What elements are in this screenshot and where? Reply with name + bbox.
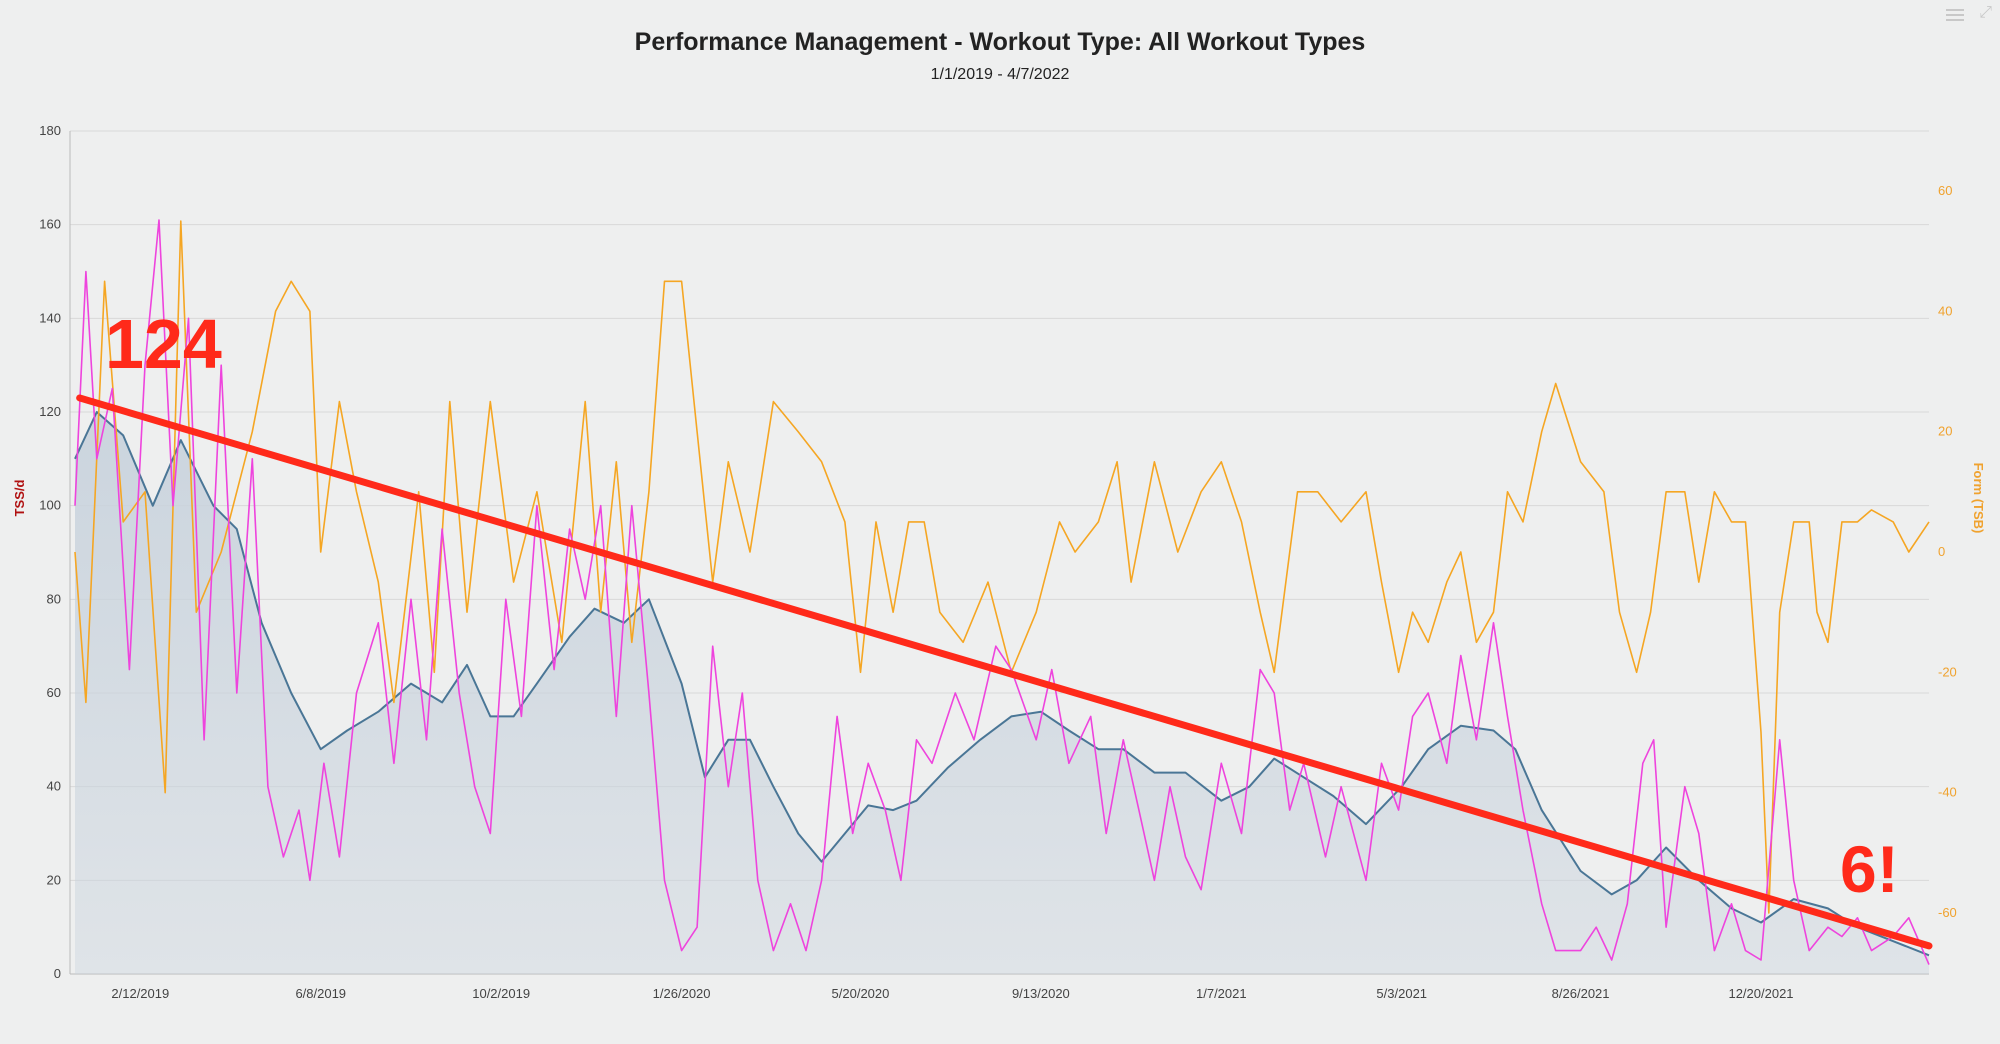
x-tick-label: 1/26/2020 xyxy=(653,986,711,1001)
y2-tick-label: -60 xyxy=(1938,905,1957,920)
chart-subtitle: 1/1/2019 - 4/7/2022 xyxy=(930,66,1070,83)
y-tick-label: 180 xyxy=(39,123,61,138)
y-tick-label: 140 xyxy=(39,310,61,325)
x-tick-label: 10/2/2019 xyxy=(472,986,530,1001)
y2-axis-label: Form (TSB) xyxy=(1971,463,1986,534)
start-value-annotation: 124 xyxy=(105,305,222,383)
y-tick-label: 0 xyxy=(54,966,61,981)
y-tick-label: 40 xyxy=(47,779,61,794)
axes: 0 20 40 60 80 100 120 140 160 180 -60 -40 -20 0 20 40 60… xyxy=(39,123,1957,1001)
expand-icon[interactable]: ⤢ xyxy=(1979,4,1992,21)
x-tick-label: 1/7/2021 xyxy=(1196,986,1247,1001)
end-value-annotation: 6! xyxy=(1840,832,1899,906)
x-tick-label: 9/13/2020 xyxy=(1012,986,1070,1001)
y2-tick-label: 0 xyxy=(1938,544,1945,559)
y2-tick-label: -40 xyxy=(1938,785,1957,800)
y-tick-label: 60 xyxy=(47,685,61,700)
y2-tick-label: -20 xyxy=(1938,664,1957,679)
y-tick-label: 120 xyxy=(39,404,61,419)
x-tick-label: 8/26/2021 xyxy=(1552,986,1610,1001)
y2-tick-label: 40 xyxy=(1938,303,1952,318)
trend-line xyxy=(76,394,1933,950)
x-tick-label: 2/12/2019 xyxy=(111,986,169,1001)
x-tick-label: 12/20/2021 xyxy=(1728,986,1793,1001)
series-group xyxy=(74,219,1930,974)
y2-tick-label: 20 xyxy=(1938,424,1952,439)
hamburger-menu-icon[interactable] xyxy=(1946,6,1964,22)
x-tick-label: 5/3/2021 xyxy=(1376,986,1427,1001)
annotations: 124 6! xyxy=(76,305,1933,950)
y-tick-label: 20 xyxy=(47,872,61,887)
form-line xyxy=(74,220,1930,914)
fatigue-line xyxy=(74,219,1930,965)
x-tick-label: 6/8/2019 xyxy=(295,986,346,1001)
x-tick-label: 5/20/2020 xyxy=(832,986,890,1001)
y-tick-label: 160 xyxy=(39,217,61,232)
y-tick-label: 100 xyxy=(39,498,61,513)
chart-title: Performance Management - Workout Type: A… xyxy=(634,28,1366,56)
y-axis-label: TSS/d xyxy=(12,480,27,517)
fitness-area xyxy=(74,411,1930,957)
fitness-area-fill xyxy=(75,412,1929,974)
y-tick-label: 80 xyxy=(47,591,61,606)
y2-tick-label: 60 xyxy=(1938,183,1952,198)
